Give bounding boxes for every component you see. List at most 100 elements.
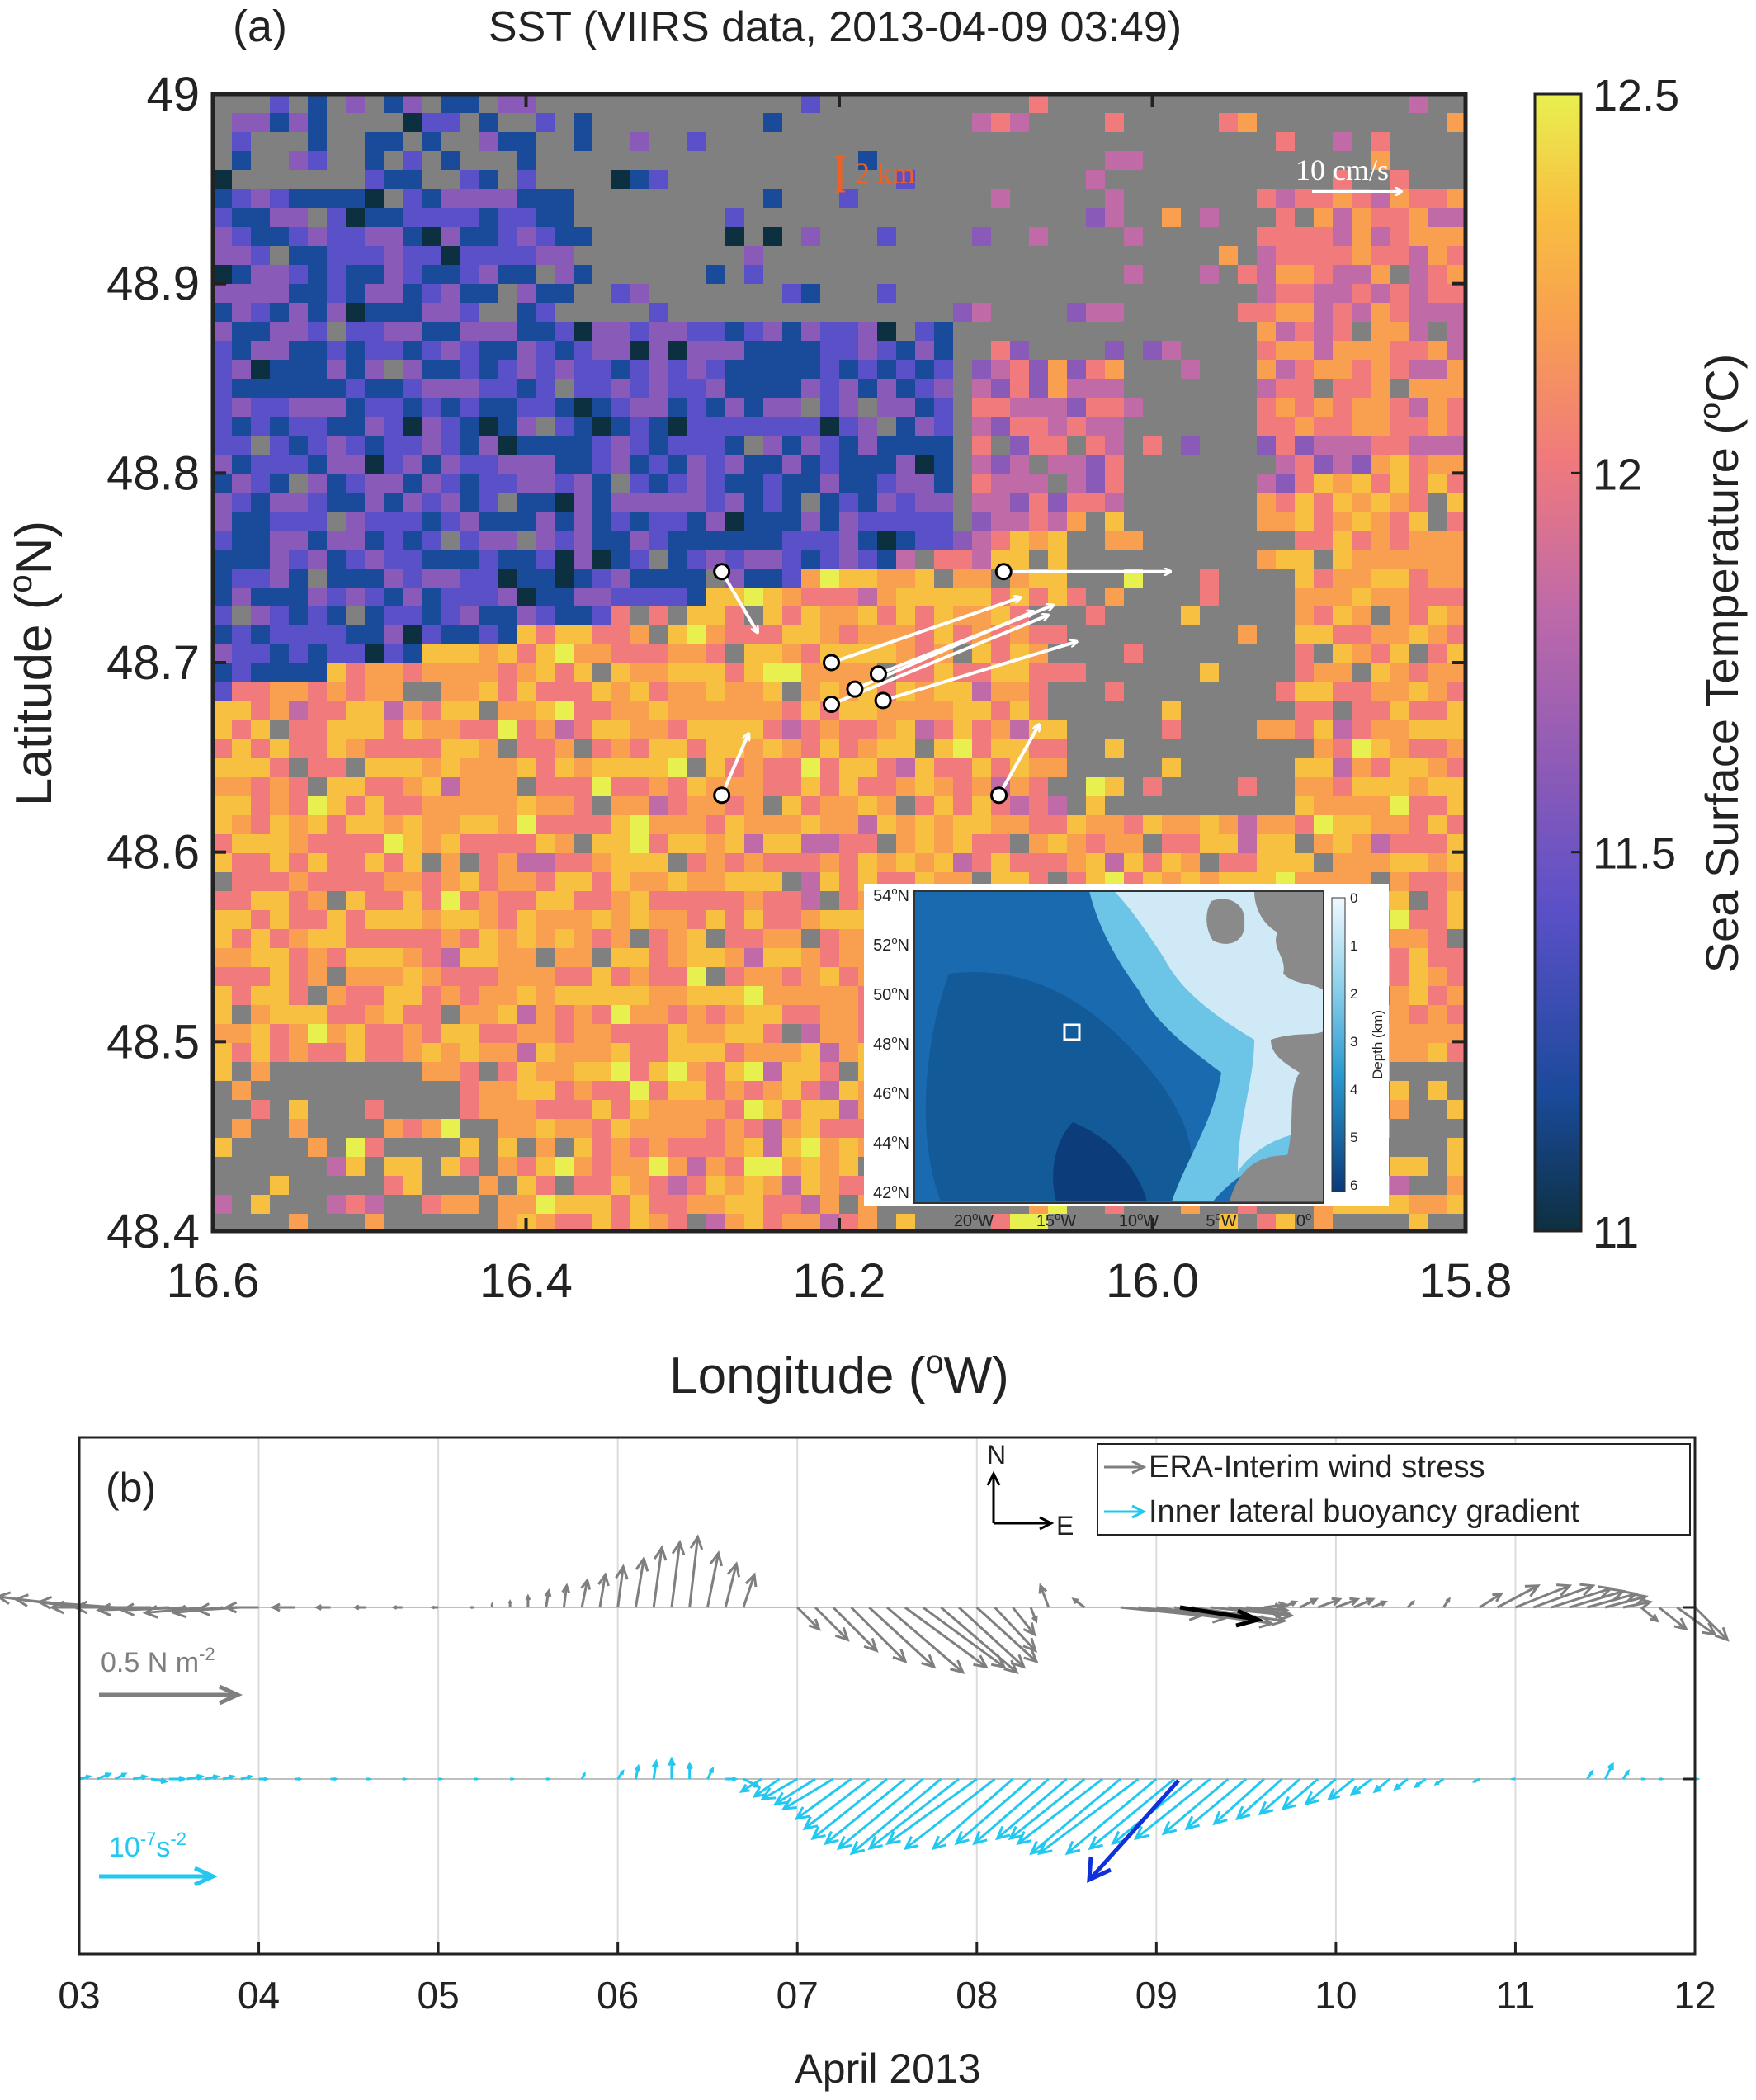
sst-cell xyxy=(384,417,403,436)
sst-cell xyxy=(460,644,479,663)
sst-cell xyxy=(1048,360,1067,379)
sst-cell xyxy=(744,417,763,436)
sst-cell xyxy=(611,796,630,815)
wind-stress-arrow-head xyxy=(1673,1617,1688,1631)
buoyancy-gradient-arrow xyxy=(1305,1777,1337,1805)
sst-cell xyxy=(611,929,630,948)
sst-cell xyxy=(877,493,896,512)
sst-cell xyxy=(896,455,915,474)
inset-lon-label: 0o xyxy=(1296,1210,1311,1230)
sst-cell xyxy=(858,151,877,170)
sst-cell xyxy=(820,834,839,853)
sst-cell xyxy=(1029,625,1048,644)
sst-cell xyxy=(1352,834,1371,853)
sst-cell xyxy=(706,815,725,834)
sst-cell xyxy=(725,720,744,739)
buoyancy-gradient-arrow-head xyxy=(836,1835,852,1851)
wind-stress-arrow xyxy=(742,1574,756,1608)
sst-cell xyxy=(498,1157,517,1176)
sst-cell xyxy=(232,1081,251,1100)
sst-cell xyxy=(479,265,498,284)
inset-lat-label: 46oN xyxy=(873,1083,909,1103)
sst-cell xyxy=(725,663,744,682)
sst-cell xyxy=(934,436,953,455)
sst-cell xyxy=(744,1024,763,1043)
wind-stress-arrow-head xyxy=(671,1539,686,1555)
sst-cell xyxy=(668,1214,687,1231)
sst-cell xyxy=(308,1138,327,1157)
sst-cell xyxy=(422,246,441,265)
sst-cell xyxy=(782,739,801,758)
sst-cell xyxy=(877,436,896,455)
sst-cell xyxy=(592,1214,611,1231)
sst-cell xyxy=(498,777,517,796)
sst-cell xyxy=(1428,531,1447,550)
sst-cell xyxy=(346,872,365,891)
sst-cell xyxy=(744,1157,763,1176)
sst-cell xyxy=(858,796,877,815)
sst-cell xyxy=(251,398,270,417)
sst-cell xyxy=(1409,967,1428,986)
sst-cell xyxy=(517,436,536,455)
sst-cell xyxy=(820,853,839,872)
sst-cell xyxy=(1447,1005,1466,1024)
sst-cell xyxy=(1314,265,1333,284)
sst-cell xyxy=(1352,853,1371,872)
buoyancy-gradient-arrow xyxy=(795,1777,852,1820)
sst-cell xyxy=(384,1024,403,1043)
sst-cell xyxy=(801,1176,820,1195)
sst-cell xyxy=(536,436,555,455)
sst-cell xyxy=(308,227,327,246)
sst-cell xyxy=(1295,284,1314,303)
sst-cell xyxy=(668,1157,687,1176)
sst-cell xyxy=(592,967,611,986)
sst-cell xyxy=(858,834,877,853)
buoyancy-gradient-arrow xyxy=(869,1777,960,1850)
sst-cell xyxy=(346,94,365,113)
sst-cell xyxy=(725,1195,744,1214)
sst-cell xyxy=(289,113,308,132)
sst-cell xyxy=(820,436,839,455)
sst-cell xyxy=(498,910,517,929)
sst-cell xyxy=(592,379,611,398)
sst-cell xyxy=(403,455,422,474)
sst-cell xyxy=(498,701,517,720)
sst-cell xyxy=(630,682,649,701)
sst-cell xyxy=(555,929,574,948)
sst-cell xyxy=(289,246,308,265)
sst-cell xyxy=(460,796,479,815)
sst-cell xyxy=(687,531,706,550)
sst-cell xyxy=(782,398,801,417)
sst-cell xyxy=(365,569,384,588)
sst-cell xyxy=(1447,1138,1466,1157)
sst-cell xyxy=(517,227,536,246)
sst-cell xyxy=(1352,739,1371,758)
sst-cell xyxy=(896,170,915,189)
buoyancy-gradient-arrow-head xyxy=(547,1777,552,1781)
buoyancy-gradient-arrow xyxy=(804,1777,871,1830)
sst-cell xyxy=(327,853,346,872)
wind-stress-arrow-head xyxy=(689,1534,704,1550)
sst-cell xyxy=(460,1043,479,1062)
sst-cell xyxy=(346,1138,365,1157)
sst-cell xyxy=(555,815,574,834)
sst-cell xyxy=(346,948,365,967)
sst-cell xyxy=(839,853,858,872)
buoyancy-gradient-arrow xyxy=(775,1777,816,1805)
sst-cell xyxy=(1048,417,1067,436)
sst-cell xyxy=(611,739,630,758)
sst-cell xyxy=(1352,303,1371,322)
sst-cell xyxy=(611,588,630,606)
wind-arrows xyxy=(0,1534,1730,1674)
sst-cell xyxy=(1124,265,1143,284)
sst-cell xyxy=(1447,303,1466,322)
buoyancy-gradient-arrow-head xyxy=(1161,1820,1178,1836)
sst-cell xyxy=(1409,398,1428,417)
sst-cell xyxy=(1048,625,1067,644)
sst-cell xyxy=(213,1043,232,1062)
sst-cell xyxy=(365,1005,384,1024)
buoyancy-gradient-arrow-head xyxy=(1064,1840,1081,1856)
sst-cell xyxy=(479,986,498,1005)
sst-cell xyxy=(687,1119,706,1138)
